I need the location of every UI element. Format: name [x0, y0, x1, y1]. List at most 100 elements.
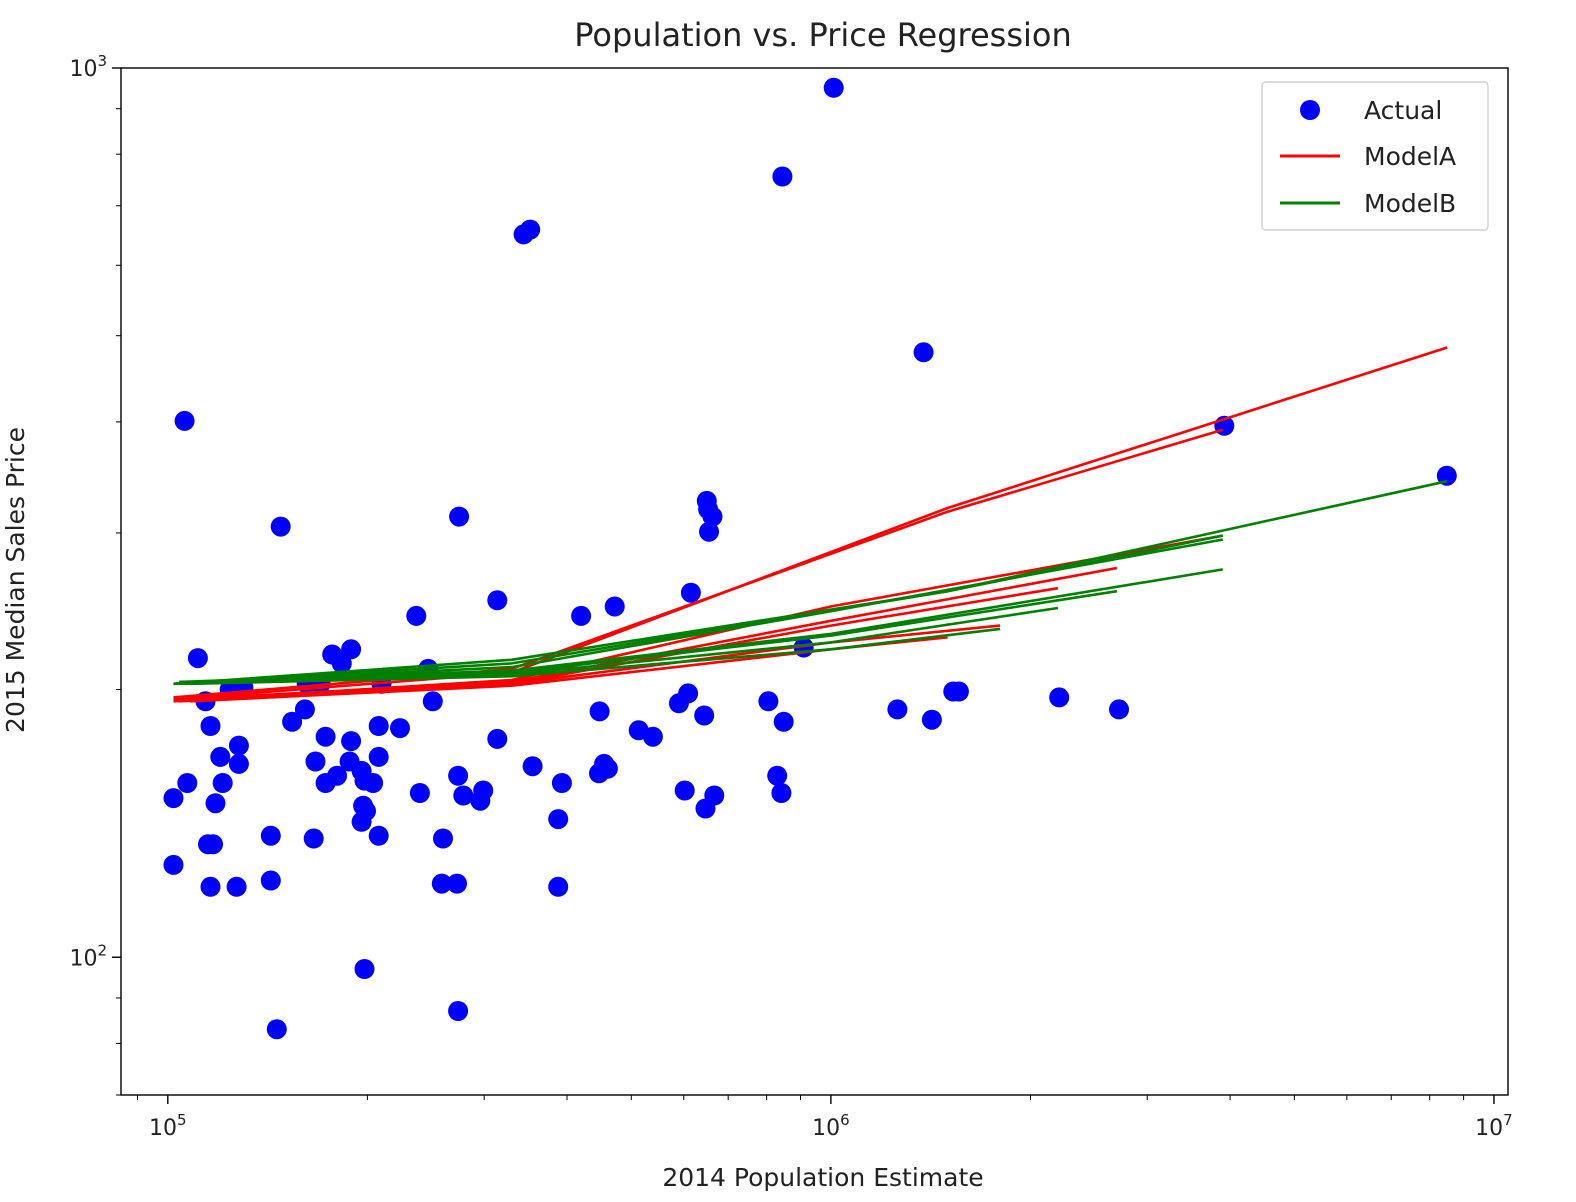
data-point-actual-23 [331, 653, 352, 674]
plot-frame [120, 67, 1509, 1096]
data-point-actual-37 [668, 693, 689, 714]
data-point-actual-97 [431, 873, 452, 894]
data-point-actual-8 [449, 506, 470, 527]
legend-label-actual: Actual [1364, 96, 1442, 125]
data-point-actual-0 [823, 77, 844, 98]
data-point-actual-45 [200, 716, 221, 736]
plot-elements [163, 77, 1457, 1040]
data-point-actual-81 [163, 788, 184, 809]
data-point-actual-98 [200, 876, 221, 897]
data-point-actual-91 [433, 828, 453, 849]
legend-label-modelb: ModelB [1364, 189, 1456, 218]
data-point-actual-77 [453, 785, 474, 806]
data-point-actual-12 [702, 506, 723, 527]
data-point-actual-18 [406, 605, 427, 626]
data-point-actual-87 [351, 811, 372, 832]
data-point-actual-47 [390, 718, 410, 739]
data-point-actual-34 [948, 681, 969, 702]
data-point-actual-13 [699, 521, 719, 542]
legend-label-modela: ModelA [1364, 142, 1456, 171]
data-point-actual-82 [205, 793, 226, 814]
data-point-actual-7 [1436, 465, 1457, 486]
y-axis-title: 2015 Median Sales Price [1, 427, 30, 733]
data-point-actual-73 [551, 773, 572, 793]
data-point-actual-71 [212, 773, 233, 793]
legend-box [1261, 81, 1489, 231]
data-point-actual-59 [228, 753, 249, 774]
data-point-actual-80 [470, 790, 491, 811]
data-point-actual-39 [758, 691, 779, 712]
data-point-actual-51 [315, 726, 336, 747]
data-point-actual-93 [203, 834, 223, 855]
data-point-actual-21 [341, 639, 362, 660]
data-point-actual-20 [187, 648, 208, 669]
fit-line-modelb-6 [189, 627, 1001, 686]
data-point-actual-101 [354, 959, 375, 979]
data-point-actual-48 [773, 711, 794, 732]
data-point-actual-72 [315, 773, 336, 793]
data-point-actual-90 [303, 828, 324, 849]
chart-title: Population vs. Price Regression [574, 16, 1072, 54]
data-point-actual-53 [487, 728, 508, 749]
data-point-actual-57 [305, 751, 326, 772]
x-axis-title: 2014 Population Estimate [662, 1163, 983, 1192]
data-point-actual-15 [571, 605, 592, 626]
data-point-actual-67 [767, 765, 788, 786]
data-point-actual-46 [368, 716, 389, 736]
data-point-actual-44 [921, 709, 942, 730]
data-point-actual-76 [409, 783, 430, 803]
data-point-actual-41 [589, 701, 610, 722]
data-point-actual-100 [548, 876, 569, 897]
data-point-actual-31 [422, 691, 443, 712]
data-point-actual-55 [210, 746, 231, 767]
fit-line-modelb-3 [179, 568, 1224, 684]
data-point-actual-79 [771, 783, 792, 803]
data-point-actual-56 [368, 746, 389, 767]
data-point-actual-14 [487, 590, 508, 611]
data-point-actual-94 [163, 854, 184, 875]
data-point-actual-17 [680, 582, 701, 603]
data-point-actual-89 [260, 825, 281, 846]
data-point-actual-40 [1109, 699, 1129, 720]
y-tick-label-0: 102 [69, 941, 107, 971]
data-point-actual-103 [266, 1019, 287, 1040]
x-tick-label-2: 107 [1475, 1111, 1513, 1141]
data-point-actual-86 [548, 809, 569, 830]
data-point-actual-38 [887, 699, 908, 720]
y-tick-label-1: 103 [69, 52, 107, 82]
data-point-actual-42 [694, 705, 715, 726]
data-point-actual-4 [913, 342, 934, 363]
data-point-actual-70 [177, 773, 198, 793]
data-point-actual-3 [520, 219, 541, 240]
data-point-actual-65 [448, 765, 469, 786]
data-point-actual-96 [260, 870, 281, 891]
data-point-actual-16 [604, 596, 625, 617]
data-point-actual-1 [772, 166, 793, 187]
data-point-actual-75 [674, 780, 695, 801]
data-point-actual-66 [589, 763, 609, 784]
data-point-actual-35 [1049, 687, 1070, 708]
data-point-actual-84 [695, 798, 716, 819]
data-point-actual-102 [448, 1001, 469, 1021]
data-point-actual-99 [226, 876, 247, 897]
data-point-actual-95 [447, 873, 467, 894]
data-point-actual-60 [522, 756, 543, 777]
data-point-actual-54 [228, 735, 249, 756]
fit-line-modela-1 [173, 428, 1224, 699]
data-point-actual-43 [282, 711, 303, 732]
data-point-actual-50 [642, 726, 663, 747]
axis-ticks: 105 106 107 102 103 [69, 52, 1512, 1141]
legend-marker-actual [1300, 100, 1320, 120]
legend: Actual ModelA ModelB [1261, 81, 1489, 231]
data-point-actual-52 [341, 731, 362, 752]
data-point-actual-88 [368, 825, 389, 846]
data-point-actual-69 [363, 773, 384, 793]
x-tick-label-0: 105 [149, 1111, 187, 1141]
data-point-actual-36 [294, 699, 315, 720]
x-tick-label-1: 106 [812, 1111, 850, 1141]
data-point-actual-9 [270, 516, 291, 537]
fit-line-modelb-0 [173, 479, 1448, 686]
data-point-actual-5 [174, 410, 195, 431]
